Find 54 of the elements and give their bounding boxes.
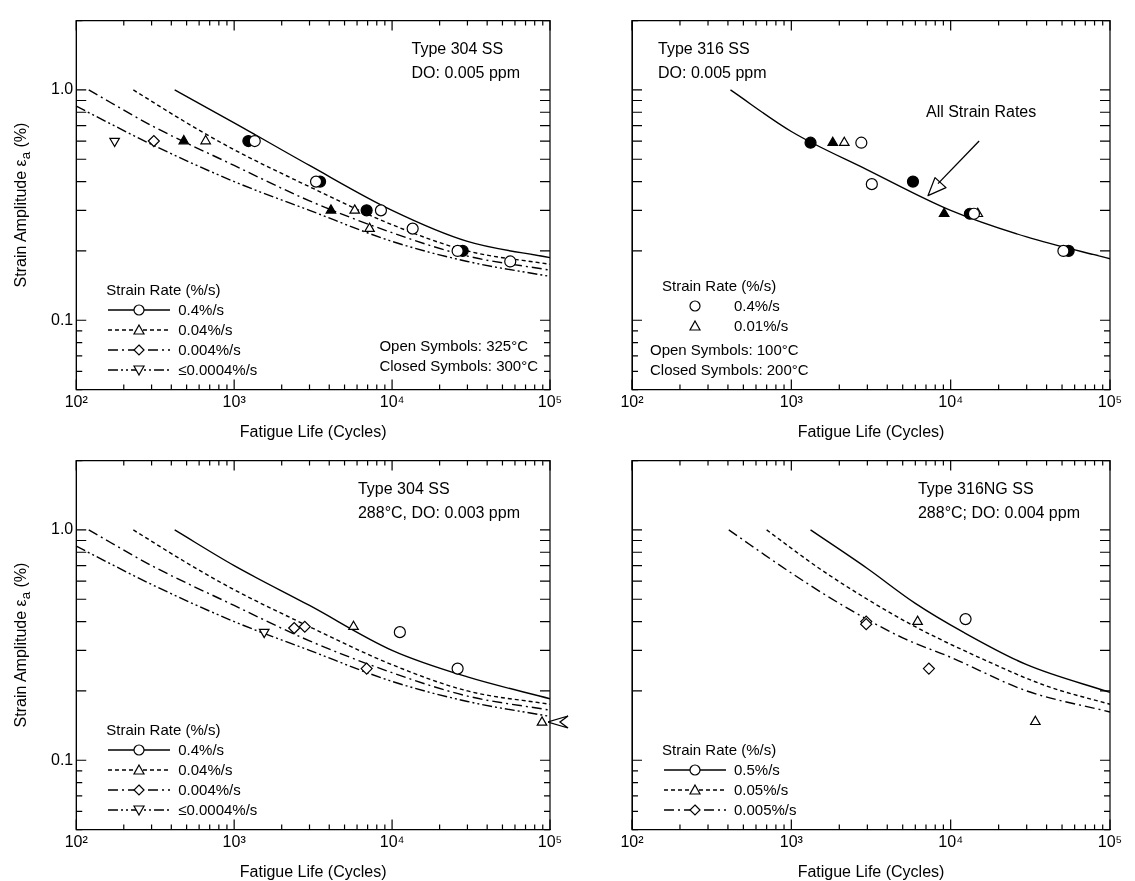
- legend-label: 0.4%/s: [178, 299, 225, 320]
- legend-title: Strain Rate (%/s): [662, 739, 778, 760]
- annotation: Open Symbols: 325°C: [379, 335, 529, 356]
- text: Type 316 SS: [658, 38, 751, 59]
- x-tick-label: 10²: [620, 392, 645, 410]
- x-axis-title: Fatigue Life (Cycles): [797, 422, 945, 440]
- x-tick-label: 10⁵: [537, 832, 563, 850]
- legend-label: 0.5%/s: [734, 759, 780, 780]
- legend-label: 0.4%/s: [734, 295, 780, 316]
- legend-label: 0.4%/s: [178, 739, 225, 760]
- x-tick-label: 10²: [64, 832, 89, 850]
- y-tick-label: 0.1: [50, 310, 74, 328]
- annotation: All Strain Rates: [925, 101, 1037, 122]
- x-tick-label: 10⁵: [537, 392, 563, 410]
- x-axis-title: Fatigue Life (Cycles): [239, 422, 387, 440]
- x-axis-title: Fatigue Life (Cycles): [797, 862, 945, 880]
- text: 288°C; DO: 0.004 ppm: [917, 502, 1080, 523]
- legend-label: 0.005%/s: [734, 799, 797, 820]
- x-tick-label: 10⁴: [379, 392, 405, 410]
- x-tick-label: 10⁴: [938, 392, 964, 410]
- x-tick-label: 10³: [222, 392, 247, 410]
- text: Type 304 SS: [411, 38, 505, 59]
- text: DO: 0.005 ppm: [411, 62, 520, 83]
- x-tick-label: 10²: [64, 392, 89, 410]
- x-tick-label: 10⁵: [1097, 832, 1123, 850]
- legend-title: Strain Rate (%/s): [106, 279, 222, 300]
- legend-label: 0.04%/s: [178, 319, 233, 340]
- x-tick-label: 10³: [779, 832, 804, 850]
- text: Type 316NG SS: [917, 478, 1035, 499]
- x-axis-title: Fatigue Life (Cycles): [239, 862, 387, 880]
- x-tick-label: 10³: [222, 832, 247, 850]
- x-tick-label: 10⁵: [1097, 392, 1123, 410]
- x-tick-label: 10²: [620, 832, 645, 850]
- y-tick-label: 1.0: [50, 80, 74, 98]
- text: DO: 0.005 ppm: [658, 62, 767, 83]
- legend-label: 0.05%/s: [734, 779, 789, 800]
- x-tick-label: 10³: [779, 392, 804, 410]
- legend-label: 0.004%/s: [178, 779, 241, 800]
- y-tick-label: 0.1: [50, 750, 74, 768]
- text: Type 304 SS: [357, 478, 451, 499]
- legend-title: Strain Rate (%/s): [106, 719, 222, 740]
- legend-title: Strain Rate (%/s): [662, 275, 778, 296]
- text: 288°C, DO: 0.003 ppm: [357, 502, 520, 523]
- legend-label: 0.01%/s: [734, 315, 789, 336]
- annotation: Closed Symbols: 300°C: [379, 355, 538, 376]
- legend-label: ≤0.0004%/s: [178, 359, 258, 380]
- legend-label: ≤0.0004%/s: [178, 799, 258, 820]
- x-tick-label: 10⁴: [379, 832, 405, 850]
- legend-label: 0.004%/s: [178, 339, 241, 360]
- x-tick-label: 10⁴: [938, 832, 964, 850]
- annotation: Closed Symbols: 200°C: [650, 359, 809, 380]
- legend-label: 0.04%/s: [178, 759, 233, 780]
- annotation: Open Symbols: 100°C: [650, 339, 800, 360]
- y-tick-label: 1.0: [50, 520, 74, 538]
